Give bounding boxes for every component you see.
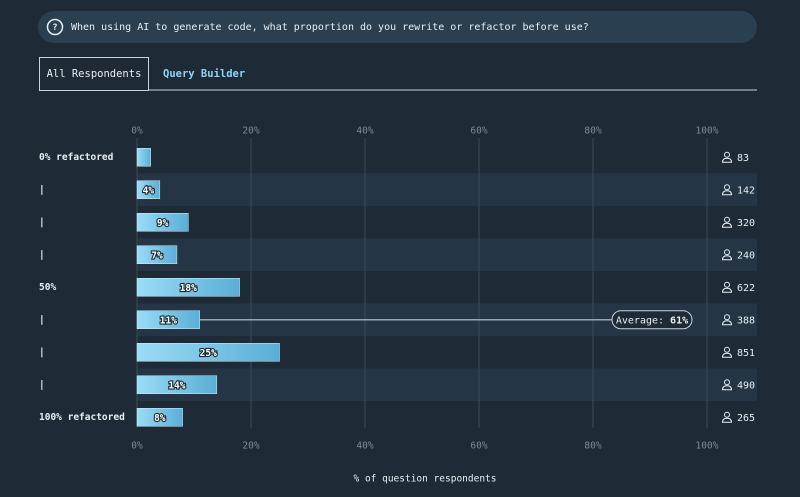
tab-label[interactable]: All Respondents: [47, 68, 142, 80]
category-label: |: [39, 249, 45, 260]
person-head: [724, 346, 730, 353]
person-body: [721, 255, 733, 261]
value-label: 25%: [200, 348, 217, 359]
category-label: |: [39, 217, 45, 228]
respondent-count: 388: [737, 315, 755, 326]
x-tick-label: 20%: [242, 126, 259, 137]
category-label: |: [39, 314, 45, 325]
category-label: 100% refactored: [39, 412, 125, 423]
person-icon: [721, 346, 733, 358]
person-icon: [721, 249, 733, 261]
person-body: [721, 157, 733, 163]
person-head: [724, 184, 730, 191]
person-head: [724, 249, 730, 256]
person-icon: [721, 314, 733, 326]
person-icon: [721, 281, 733, 293]
category-label: |: [39, 347, 45, 358]
tab-active[interactable]: [39, 57, 149, 91]
respondent-count: 83: [737, 153, 749, 164]
x-tick-label: 40%: [356, 441, 373, 452]
average-label: Average: 61%: [616, 315, 688, 326]
row-stripe: [137, 173, 757, 206]
x-tick-label: 0%: [131, 126, 143, 137]
bar: [136, 408, 183, 427]
bar: [136, 375, 218, 394]
person-head: [724, 216, 730, 223]
respondent-count: 320: [737, 218, 755, 229]
x-tick-label: 80%: [584, 441, 601, 452]
person-icon: [721, 184, 733, 196]
person-body: [721, 287, 733, 293]
person-body: [721, 222, 733, 228]
bar: [136, 245, 178, 264]
x-tick-label: 20%: [242, 441, 259, 452]
row-stripe: [137, 238, 757, 271]
person-body: [721, 385, 733, 391]
value-label: 14%: [168, 380, 185, 391]
person-head: [724, 379, 730, 386]
value-label: 4%: [143, 185, 155, 196]
category-label: 0% refactored: [39, 152, 114, 163]
help-icon-glyph: ?: [52, 23, 57, 33]
respondent-count: 622: [737, 283, 755, 294]
row-stripe: [137, 368, 757, 401]
person-body: [721, 417, 733, 423]
person-icon: [721, 411, 733, 423]
bar: [136, 343, 280, 362]
category-label: |: [39, 184, 45, 195]
respondent-count: 490: [737, 380, 755, 391]
bar: [136, 213, 189, 232]
person-body: [721, 352, 733, 358]
person-icon: [721, 379, 733, 391]
respondent-count: 142: [737, 185, 755, 196]
person-icon: [721, 151, 733, 163]
bar: [136, 180, 161, 199]
value-label: 18%: [180, 283, 197, 294]
category-label: |: [39, 379, 45, 390]
person-body: [721, 190, 733, 196]
average-text: Average:: [616, 315, 664, 326]
question: When using AI to generate code, what pro…: [71, 22, 589, 33]
x-tick-label: 40%: [356, 126, 373, 137]
person-icon: [721, 216, 733, 228]
person-body: [721, 320, 733, 326]
x-tick-label: 0%: [131, 441, 143, 452]
person-head: [724, 411, 730, 418]
person-head: [724, 151, 730, 158]
question-box: [38, 11, 757, 43]
average-pill: [611, 310, 693, 330]
category-label: 50%: [39, 282, 56, 293]
person-head: [724, 314, 730, 321]
x-tick-label: 100%: [696, 441, 719, 452]
tab-label[interactable]: Query Builder: [163, 68, 245, 80]
x-tick-label: 60%: [470, 126, 487, 137]
value-label: 8%: [154, 413, 166, 424]
respondent-count: 265: [737, 413, 755, 424]
person-head: [724, 281, 730, 288]
average-value: 61%: [670, 315, 688, 326]
value-label: 11%: [160, 315, 177, 326]
help-icon: [46, 18, 64, 36]
x-tick-label: 60%: [470, 441, 487, 452]
bar: [136, 310, 200, 329]
x-tick-label: 80%: [584, 126, 601, 137]
bar: [136, 278, 240, 297]
x-tick-label: 100%: [696, 126, 719, 137]
respondent-count: 851: [737, 348, 755, 359]
respondent-count: 240: [737, 250, 755, 261]
bar: [136, 148, 151, 167]
value-label: 7%: [151, 250, 163, 261]
x-axis-title: % of question respondents: [354, 474, 497, 485]
value-label: 9%: [157, 218, 169, 229]
